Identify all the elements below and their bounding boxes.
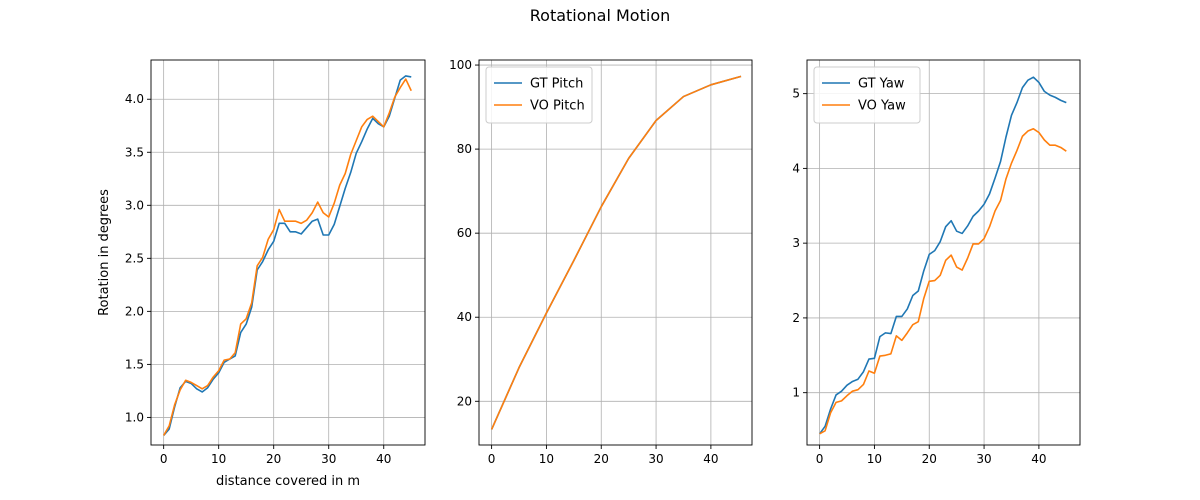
series-line-1: [163, 75, 412, 436]
x-tick-label: 20: [594, 452, 609, 466]
y-tick-label: 60: [457, 226, 472, 240]
subplot-2: 0 10 20 30 40 20 40 60 80 100 GT Pitch VO Pitch: [449, 58, 753, 466]
x-tick-label: 0: [816, 452, 824, 466]
x-tick-label: 40: [376, 452, 391, 466]
x-tick-label: 10: [867, 452, 882, 466]
x-tick-label: 20: [922, 452, 937, 466]
legend-label: VO Pitch: [530, 99, 585, 114]
axes-frame: [478, 59, 753, 446]
series-line-2: [490, 75, 742, 430]
axes-frame: [806, 59, 1081, 446]
y-tick-label: 40: [457, 310, 472, 324]
x-tick-label: 10: [211, 452, 226, 466]
series-line-2: [162, 78, 412, 436]
y-tick-label: 3.5: [125, 145, 144, 159]
y-tick-label: 80: [457, 142, 472, 156]
figure-title: Rotational Motion: [529, 6, 671, 25]
legend-label: GT Yaw: [858, 77, 905, 92]
y-tick-label: 4: [792, 161, 800, 175]
x-tick-label: 40: [703, 452, 718, 466]
x-tick-label: 30: [321, 452, 336, 466]
x-tick-label: 0: [488, 452, 496, 466]
legend-box: [485, 66, 593, 124]
y-tick-label: 3: [792, 236, 800, 250]
x-axis-label: distance covered in m: [216, 474, 360, 489]
x-tick-label: 40: [1031, 452, 1046, 466]
x-tick-label: 0: [160, 452, 168, 466]
y-tick-label: 1: [792, 386, 800, 400]
series-line-1: [818, 76, 1067, 435]
y-tick-label: 1.0: [125, 410, 144, 424]
y-tick-label: 2: [792, 311, 800, 325]
legend-label: GT Pitch: [530, 77, 583, 92]
y-tick-label: 3.0: [125, 198, 144, 212]
y-tick-label: 20: [457, 394, 472, 408]
x-tick-label: 20: [266, 452, 281, 466]
y-tick-label: 2.5: [125, 251, 144, 265]
y-tick-label: 2.0: [125, 304, 144, 318]
y-axis-label: Rotation in degrees: [97, 189, 112, 316]
series-line-2: [819, 127, 1067, 435]
x-tick-label: 10: [539, 452, 554, 466]
subplot-1: 0 10 20 30 40 1.0 1.5 2.0 2.5 3.0 3.5 4.0 distance c…: [97, 59, 426, 489]
y-tick-label: 4.0: [125, 92, 144, 106]
legend: GT Pitch VO Pitch: [485, 66, 593, 124]
x-tick-label: 30: [648, 452, 663, 466]
y-tick-label: 100: [449, 58, 472, 72]
legend-label: VO Yaw: [858, 99, 906, 114]
legend: GT Yaw VO Yaw: [813, 66, 921, 124]
series-line-1: [490, 75, 742, 430]
axes-frame: [150, 59, 426, 446]
legend-box: [813, 66, 921, 124]
y-tick-label: 5: [792, 87, 800, 101]
subplot-3: 0 10 20 30 40 1 2 3 4 5 GT Yaw VO Yaw: [792, 59, 1081, 466]
x-tick-label: 30: [976, 452, 991, 466]
y-tick-label: 1.5: [125, 357, 144, 371]
